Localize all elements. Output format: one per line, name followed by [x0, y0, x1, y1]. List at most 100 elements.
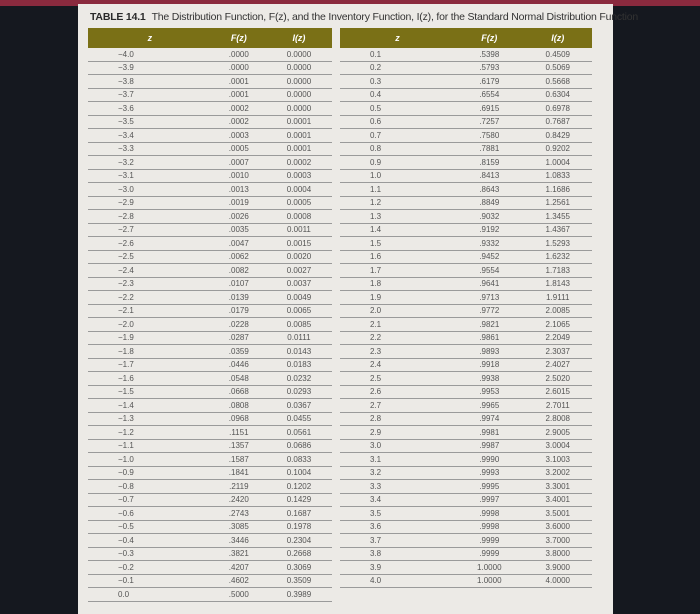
cell-iz: 1.2561: [523, 196, 592, 210]
cell-iz: 1.4367: [523, 223, 592, 237]
cell-iz: 0.2668: [265, 547, 332, 561]
cell-iz: 0.0111: [265, 331, 332, 345]
table-row: −0.8.2119 0.1202: [88, 479, 332, 494]
cell-iz: 0.0002: [265, 155, 332, 170]
cell-z: 2.0: [340, 304, 456, 318]
cell-iz: 0.0686: [265, 439, 332, 453]
cell-iz: 2.4027: [523, 358, 592, 372]
cell-z: 2.4: [340, 358, 456, 372]
cell-iz: 0.0293: [265, 385, 332, 399]
table-row: −2.8.0026 0.0008: [88, 209, 332, 224]
cell-fz: .2743: [211, 506, 266, 521]
cell-fz: .9990: [455, 452, 524, 467]
table-row: −3.0.0013 0.0004: [88, 182, 332, 197]
cell-iz: 1.3455: [523, 209, 592, 224]
cell-z: 0.7: [340, 128, 456, 143]
cell-fz: .9953: [455, 385, 524, 399]
table-right: z F(z) I(z) 0.1.5398 0.4509 0.2.5793 0.5069…: [340, 28, 592, 588]
cell-z: 0.8: [340, 142, 456, 156]
cell-z: −3.5: [88, 115, 212, 129]
cell-fz: .0446: [211, 358, 266, 372]
cell-iz: 0.1978: [265, 520, 332, 534]
cell-fz: .7257: [455, 115, 524, 129]
cell-iz: 2.9005: [523, 425, 592, 440]
table-row: 1.6.9452 1.6232: [340, 250, 592, 264]
table-row: 0.5.6915 0.6978: [340, 101, 592, 116]
cell-z: −3.0: [88, 182, 212, 197]
cell-iz: 0.3989: [265, 587, 332, 602]
cell-fz: .0010: [211, 169, 266, 183]
cell-z: −2.9: [88, 196, 212, 210]
table-row: 0.8.7881 0.9202: [340, 142, 592, 156]
cell-fz: .6915: [455, 101, 524, 116]
cell-fz: .9965: [455, 398, 524, 413]
table-row: 3.0.9987 3.0004: [340, 439, 592, 453]
cell-z: 2.8: [340, 412, 456, 426]
table-row: 3.7.9999 3.7000: [340, 533, 592, 548]
cell-z: −1.1: [88, 439, 212, 453]
cell-z: 1.9: [340, 290, 456, 305]
table-row: 3.3.9995 3.3001: [340, 479, 592, 494]
cell-z: 0.4: [340, 88, 456, 102]
table-row: 0.2.5793 0.5069: [340, 61, 592, 75]
cell-z: −3.9: [88, 61, 212, 75]
table-row: 3.9 1.0000 3.9000: [340, 560, 592, 575]
table-row: −1.6.0548 0.0232: [88, 371, 332, 386]
table-row: −3.6.0002 0.0000: [88, 101, 332, 116]
cell-z: 2.2: [340, 331, 456, 345]
table-row: −1.8.0359 0.0143: [88, 344, 332, 359]
cell-z: 0.3: [340, 74, 456, 89]
cell-iz: 2.2049: [523, 331, 592, 345]
table-row: −2.1.0179 0.0065: [88, 304, 332, 318]
cell-fz: .0001: [211, 74, 266, 89]
table-row: 1.1.8643 1.1686: [340, 182, 592, 197]
table-row: −2.7.0035 0.0011: [88, 223, 332, 237]
table-row: −2.6.0047 0.0015: [88, 236, 332, 251]
table-row: −3.8.0001 0.0000: [88, 74, 332, 89]
cell-z: −3.8: [88, 74, 212, 89]
cell-fz: .0026: [211, 209, 266, 224]
cell-fz: .9998: [455, 506, 524, 521]
cell-fz: .9332: [455, 236, 524, 251]
table-row: −1.7.0446 0.0183: [88, 358, 332, 372]
cell-iz: 2.7011: [523, 398, 592, 413]
table-row: −3.7.0001 0.0000: [88, 88, 332, 102]
header-iz: I(z): [523, 28, 592, 48]
cell-iz: 1.7183: [523, 263, 592, 278]
cell-iz: 3.4001: [523, 493, 592, 507]
cell-iz: 0.4509: [523, 48, 592, 62]
table-row: −0.4.3446 0.2304: [88, 533, 332, 548]
cell-z: −1.7: [88, 358, 212, 372]
cell-iz: 0.0003: [265, 169, 332, 183]
cell-fz: .9981: [455, 425, 524, 440]
table-row: −1.9.0287 0.0111: [88, 331, 332, 345]
cell-iz: 0.0008: [265, 209, 332, 224]
cell-fz: .8643: [455, 182, 524, 197]
header-z: z: [340, 28, 456, 48]
cell-z: −0.5: [88, 520, 212, 534]
table-row: 2.4.9918 2.4027: [340, 358, 592, 372]
table-row: −3.5.0002 0.0001: [88, 115, 332, 129]
cell-iz: 2.6015: [523, 385, 592, 399]
cell-z: −3.1: [88, 169, 212, 183]
table-row: 2.7.9965 2.7011: [340, 398, 592, 413]
cell-iz: 0.0085: [265, 317, 332, 332]
cell-fz: .0007: [211, 155, 266, 170]
cell-z: −2.6: [88, 236, 212, 251]
cell-fz: .6554: [455, 88, 524, 102]
cell-iz: 0.0232: [265, 371, 332, 386]
cell-iz: 0.0000: [265, 74, 332, 89]
table-row: −1.0.1587 0.0833: [88, 452, 332, 467]
cell-z: 3.0: [340, 439, 456, 453]
cell-z: −3.3: [88, 142, 212, 156]
cell-z: −0.3: [88, 547, 212, 561]
cell-iz: 0.5069: [523, 61, 592, 75]
table-row: −0.1.4602 0.3509: [88, 574, 332, 588]
cell-fz: .0019: [211, 196, 266, 210]
cell-z: 0.2: [340, 61, 456, 75]
cell-fz: .9861: [455, 331, 524, 345]
table-row: 0.1.5398 0.4509: [340, 48, 592, 62]
cell-fz: .0035: [211, 223, 266, 237]
cell-fz: .6179: [455, 74, 524, 89]
header-row: z F(z) I(z): [88, 28, 332, 48]
